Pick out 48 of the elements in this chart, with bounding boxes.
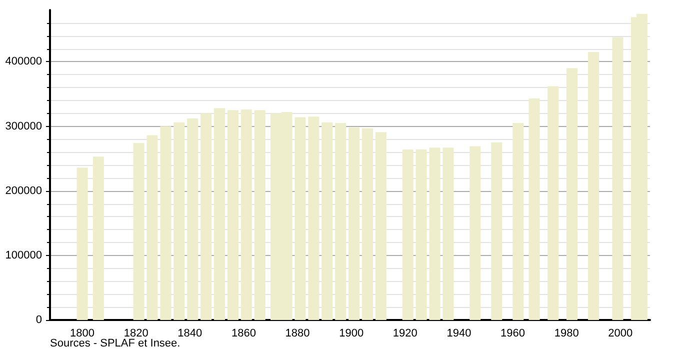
bar	[294, 117, 306, 320]
y-tick-label: 300000	[5, 120, 42, 132]
y-tick-label: 200000	[5, 184, 42, 197]
bar	[174, 122, 185, 320]
bar	[348, 128, 360, 320]
bar	[240, 109, 252, 320]
bar	[416, 150, 427, 320]
bar	[512, 123, 524, 320]
x-tick-label: 1800	[70, 328, 95, 340]
x-tick-label: 1940	[446, 328, 472, 340]
bar	[200, 113, 212, 320]
bar	[76, 168, 88, 320]
bar	[187, 118, 198, 320]
bar	[227, 110, 238, 320]
bar	[254, 110, 266, 320]
bar	[588, 52, 599, 320]
bar	[375, 132, 386, 320]
bar	[548, 86, 559, 320]
y-tick-label: 100000	[5, 249, 42, 262]
bar	[335, 123, 346, 320]
x-tick-label: 1880	[285, 328, 310, 340]
bar	[214, 108, 226, 320]
bar	[322, 122, 333, 320]
bar	[528, 98, 540, 320]
bar	[133, 143, 144, 320]
bar	[362, 128, 373, 320]
bar	[470, 146, 481, 320]
x-tick-label: 1860	[231, 328, 256, 340]
x-tick-label: 1840	[178, 328, 202, 340]
x-tick-label: 1820	[124, 328, 148, 340]
y-tick-label: 400000	[5, 56, 42, 68]
bar	[442, 148, 454, 320]
source-note: Sources - SPLAF et Insee.	[50, 338, 180, 350]
bar	[160, 126, 172, 320]
x-tick-label: 1920	[392, 328, 418, 340]
bar	[612, 37, 624, 320]
bar	[92, 156, 104, 320]
bar	[308, 116, 320, 320]
bar	[429, 148, 440, 320]
bar	[146, 135, 158, 320]
x-tick-label: 2000	[608, 328, 633, 340]
y-tick-label: 0	[36, 314, 42, 326]
x-tick-label: 1980	[554, 328, 579, 340]
bar	[402, 150, 414, 320]
x-tick-label: 1960	[500, 328, 526, 340]
bar	[566, 68, 578, 320]
bar	[491, 142, 502, 320]
x-tick-label: 1900	[339, 328, 364, 340]
